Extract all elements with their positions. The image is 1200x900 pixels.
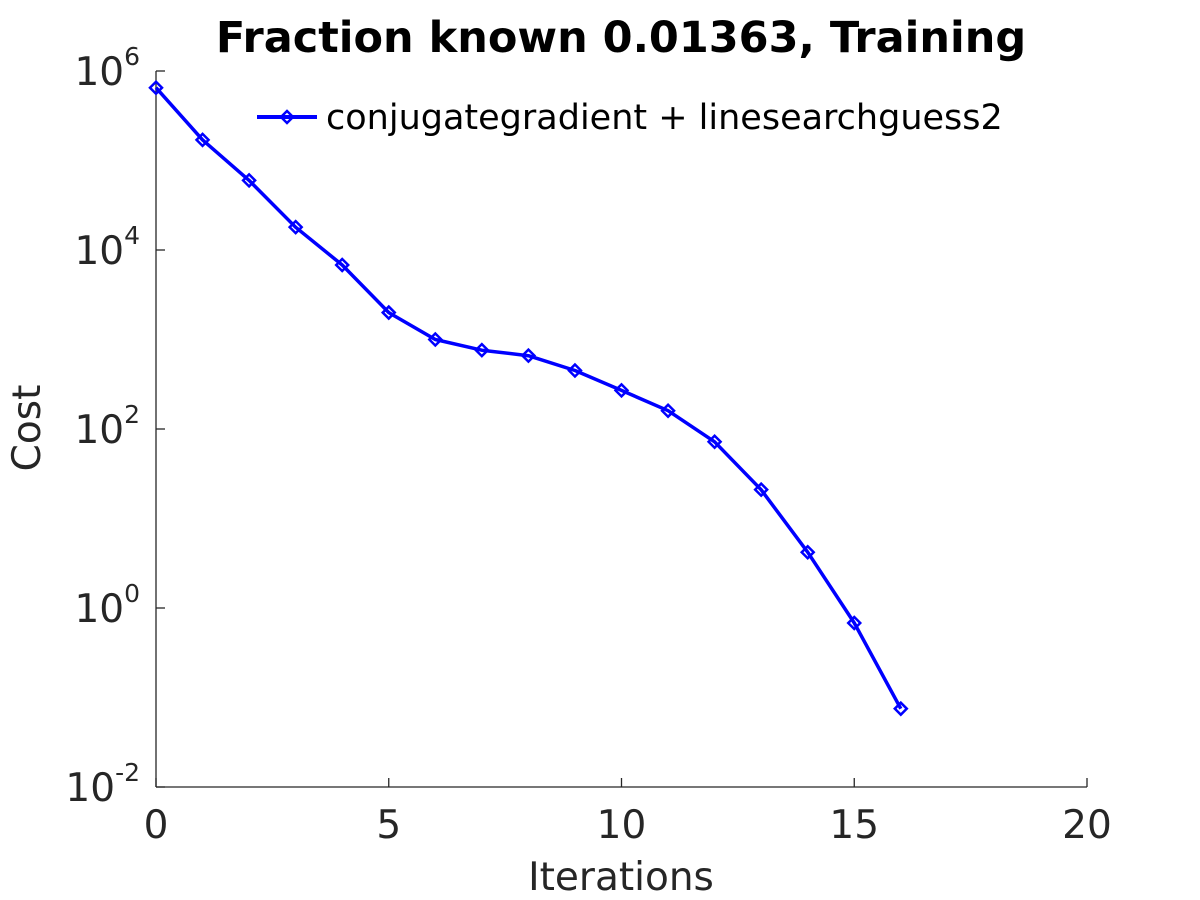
x-axis-label: Iterations (528, 855, 714, 900)
data-point-marker (660, 402, 676, 419)
y-tick-exponent: 6 (124, 42, 140, 71)
y-axis-label: Cost (5, 385, 50, 472)
series-line (154, 86, 903, 710)
data-point-marker (241, 172, 257, 189)
data-point-marker (334, 257, 350, 273)
data-point-marker (427, 331, 444, 348)
y-tick-base: 10 (74, 408, 124, 453)
data-point-marker (567, 362, 583, 379)
y-tick-exponent: 4 (124, 221, 140, 250)
data-point-marker (613, 382, 630, 399)
y-tick-label: 102 (74, 400, 140, 453)
legend-marker-diamond (279, 109, 295, 125)
chart-title: Fraction known 0.01363, Training (216, 13, 1026, 63)
data-point-marker (893, 700, 909, 717)
x-tick-label: 5 (376, 803, 401, 848)
data-point-marker (287, 219, 304, 235)
y-tick-label: 104 (74, 221, 140, 274)
y-tick-exponent: 2 (124, 400, 140, 429)
x-tick-label: 0 (144, 803, 169, 848)
data-point-marker (380, 304, 397, 321)
y-tick-exponent: -2 (115, 758, 140, 787)
data-point-marker (520, 347, 537, 364)
legend: conjugategradient + linesearchguess2 (257, 98, 1003, 138)
data-point-marker (148, 79, 164, 96)
series-layer (148, 79, 909, 717)
data-point-marker (799, 544, 816, 560)
y-tick-base: 10 (74, 587, 124, 632)
y-tick-exponent: 0 (124, 579, 140, 608)
x-axis-ticks: 0 5 10 15 20 (144, 778, 1112, 848)
y-tick-label: 10-2 (65, 758, 140, 811)
data-point-marker (706, 434, 723, 450)
y-tick-base: 10 (65, 766, 115, 811)
y-tick-label: 100 (74, 579, 140, 632)
y-tick-label: 106 (74, 42, 140, 95)
x-tick-label: 15 (829, 803, 879, 848)
data-point-marker (753, 481, 769, 498)
legend-entry-label: conjugategradient + linesearchguess2 (326, 98, 1003, 138)
x-tick-label: 20 (1062, 803, 1112, 848)
data-point-marker (194, 132, 211, 148)
y-tick-base: 10 (74, 229, 124, 274)
data-point-marker (474, 342, 490, 358)
x-tick-label: 10 (597, 803, 647, 848)
y-tick-base: 10 (74, 50, 124, 95)
data-point-marker (846, 615, 863, 631)
